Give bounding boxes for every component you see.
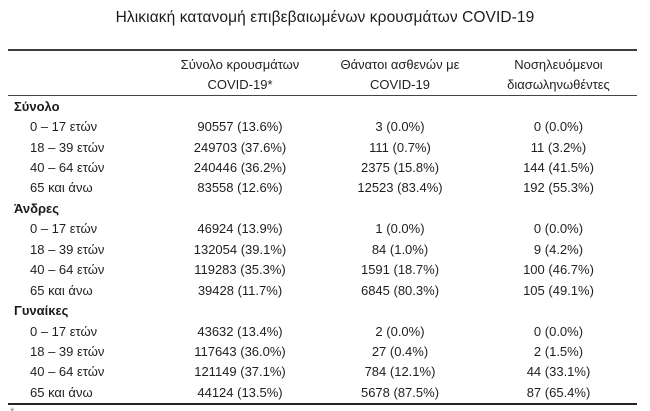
table-row: 40 – 64 ετών 119283 (35.3%) 1591 (18.7%)… bbox=[8, 260, 637, 280]
column-header-intubated: Νοσηλευόμενοι διασωληνωθέντες bbox=[480, 52, 637, 94]
deaths-value: 27 (0.4%) bbox=[371, 343, 429, 359]
deaths-value: 12523 (83.4%) bbox=[357, 180, 443, 196]
table-row: 40 – 64 ετών 121149 (37.1%) 784 (12.1%) … bbox=[8, 362, 637, 382]
table-header-row: Σύνολο κρουσμάτων COVID-19* Θάνατοι ασθε… bbox=[8, 51, 637, 96]
age-label: 0 – 17 ετών bbox=[30, 221, 98, 237]
intubated-value: 144 (41.5%) bbox=[523, 160, 594, 176]
age-label: 18 – 39 ετών bbox=[30, 241, 105, 257]
age-label: 40 – 64 ετών bbox=[30, 262, 105, 278]
column-header-line: Σύνολο κρουσμάτων bbox=[180, 57, 300, 72]
intubated-value: 11 (3.2%) bbox=[530, 139, 587, 155]
cases-value: 43632 (13.4%) bbox=[197, 323, 283, 339]
page-title: Ηλικιακή κατανομή επιβεβαιωμένων κρουσμά… bbox=[115, 9, 535, 26]
table-row: 18 – 39 ετών 117643 (36.0%) 27 (0.4%) 2 … bbox=[8, 341, 637, 361]
group-label: Σύνολο bbox=[14, 98, 60, 114]
intubated-value: 100 (46.7%) bbox=[523, 262, 594, 278]
footnote-fragment: * bbox=[10, 407, 50, 411]
column-header-empty bbox=[8, 72, 160, 75]
table-row: 18 – 39 ετών 249703 (37.6%) 111 (0.7%) 1… bbox=[8, 137, 637, 157]
cases-value: 132054 (39.1%) bbox=[193, 241, 287, 257]
column-header-cases: Σύνολο κρουσμάτων COVID-19* bbox=[160, 52, 320, 94]
cases-value: 39428 (11.7%) bbox=[197, 282, 283, 298]
deaths-value: 1591 (18.7%) bbox=[360, 262, 440, 278]
table-body: Σύνολο 0 – 17 ετών 90557 (13.6%) 3 (0.0%… bbox=[8, 96, 637, 403]
age-label: 40 – 64 ετών bbox=[30, 364, 105, 380]
age-label: 18 – 39 ετών bbox=[30, 139, 105, 155]
intubated-value: 0 (0.0%) bbox=[533, 119, 584, 135]
deaths-value: 784 (12.1%) bbox=[364, 364, 436, 380]
age-label: 65 και άνω bbox=[30, 282, 93, 298]
cases-value: 44124 (13.5%) bbox=[197, 384, 283, 400]
age-distribution-table: Σύνολο κρουσμάτων COVID-19* Θάνατοι ασθε… bbox=[8, 49, 637, 405]
cases-value: 46924 (13.9%) bbox=[197, 221, 283, 237]
table-row: 40 – 64 ετών 240446 (36.2%) 2375 (15.8%)… bbox=[8, 157, 637, 177]
intubated-value: 9 (4.2%) bbox=[533, 241, 584, 257]
table-row: 0 – 17 ετών 43632 (13.4%) 2 (0.0%) 0 (0.… bbox=[8, 321, 637, 341]
cases-value: 249703 (37.6%) bbox=[193, 139, 287, 155]
table-row: 18 – 39 ετών 132054 (39.1%) 84 (1.0%) 9 … bbox=[8, 239, 637, 259]
column-header-line: Νοσηλευόμενοι bbox=[514, 57, 603, 72]
intubated-value: 192 (55.3%) bbox=[523, 180, 594, 196]
table-row: 65 και άνω 39428 (11.7%) 6845 (80.3%) 10… bbox=[8, 280, 637, 300]
group-label: Γυναίκες bbox=[14, 303, 69, 319]
deaths-value: 3 (0.0%) bbox=[375, 119, 425, 135]
age-label: 40 – 64 ετών bbox=[30, 160, 105, 176]
deaths-value: 111 (0.7%) bbox=[369, 139, 431, 155]
column-header-line: COVID-19 bbox=[370, 76, 430, 92]
deaths-value: 1 (0.0%) bbox=[375, 221, 425, 237]
deaths-value: 6845 (80.3%) bbox=[360, 282, 440, 298]
group-header-row: Γυναίκες bbox=[8, 300, 637, 320]
group-label: Άνδρες bbox=[14, 200, 59, 216]
deaths-value: 2 (0.0%) bbox=[375, 323, 425, 339]
deaths-value: 2375 (15.8%) bbox=[360, 160, 440, 176]
table-row: 65 και άνω 44124 (13.5%) 5678 (87.5%) 87… bbox=[8, 382, 637, 402]
group-header-row: Σύνολο bbox=[8, 96, 637, 116]
age-label: 65 και άνω bbox=[30, 384, 93, 400]
table-row: 65 και άνω 83558 (12.6%) 12523 (83.4%) 1… bbox=[8, 178, 637, 198]
column-header-line: Θάνατοι ασθενών με bbox=[340, 57, 460, 72]
cases-value: 117643 (36.0%) bbox=[194, 343, 286, 359]
cases-value: 90557 (13.6%) bbox=[197, 119, 283, 135]
intubated-value: 87 (65.4%) bbox=[526, 384, 591, 400]
column-header-line: COVID-19* bbox=[207, 76, 273, 92]
age-label: 65 και άνω bbox=[30, 180, 93, 196]
age-label: 0 – 17 ετών bbox=[30, 119, 98, 135]
column-header-deaths: Θάνατοι ασθενών με COVID-19 bbox=[320, 52, 480, 94]
intubated-value: 44 (33.1%) bbox=[526, 364, 591, 380]
table-row: 0 – 17 ετών 46924 (13.9%) 1 (0.0%) 0 (0.… bbox=[8, 219, 637, 239]
column-header-line: διασωληνωθέντες bbox=[507, 76, 610, 92]
intubated-value: 0 (0.0%) bbox=[533, 323, 584, 339]
cases-value: 83558 (12.6%) bbox=[197, 180, 283, 196]
cases-value: 121149 (37.1%) bbox=[194, 364, 286, 380]
age-label: 18 – 39 ετών bbox=[30, 343, 105, 359]
group-header-row: Άνδρες bbox=[8, 198, 637, 218]
cases-value: 119283 (35.3%) bbox=[194, 262, 286, 278]
intubated-value: 2 (1.5%) bbox=[533, 343, 584, 359]
age-label: 0 – 17 ετών bbox=[30, 323, 98, 339]
table-row: 0 – 17 ετών 90557 (13.6%) 3 (0.0%) 0 (0.… bbox=[8, 116, 637, 136]
deaths-value: 84 (1.0%) bbox=[371, 241, 429, 257]
cases-value: 240446 (36.2%) bbox=[193, 160, 287, 176]
deaths-value: 5678 (87.5%) bbox=[360, 384, 440, 400]
intubated-value: 105 (49.1%) bbox=[523, 282, 594, 298]
intubated-value: 0 (0.0%) bbox=[533, 221, 584, 237]
